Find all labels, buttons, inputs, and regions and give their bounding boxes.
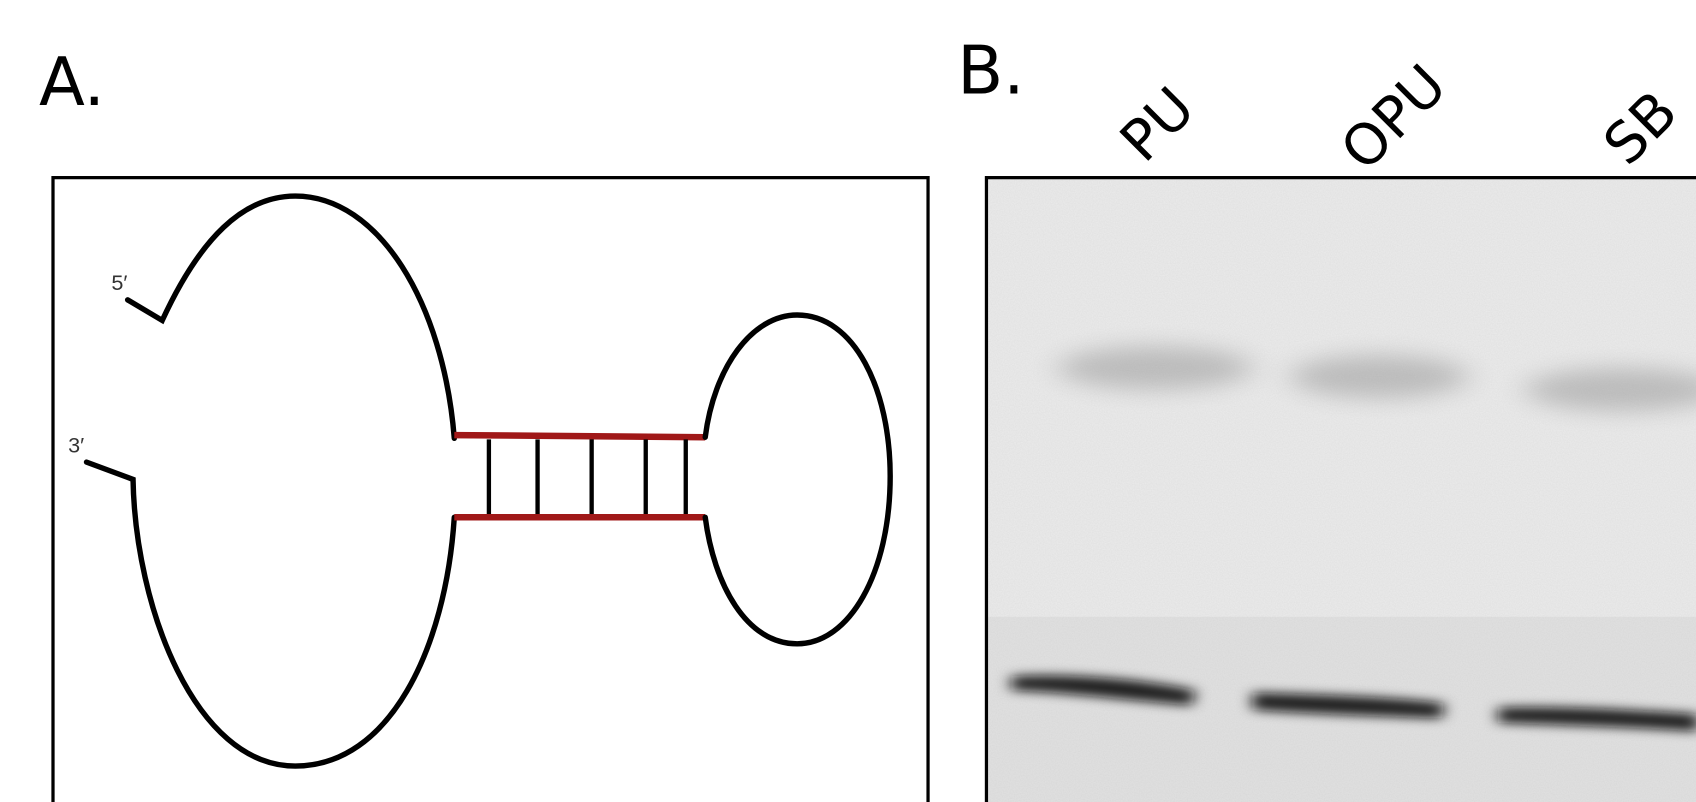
rna-structure: 5′ 3′: [68, 193, 893, 769]
dark-bands: [1011, 675, 1696, 732]
base-pairs: [486, 439, 688, 515]
stem: [454, 431, 706, 441]
faint-bands: [1057, 346, 1696, 412]
end-label: 5′: [111, 270, 127, 295]
lane-label: SB: [1592, 79, 1690, 177]
lane-label: PU: [1108, 76, 1207, 175]
gel: [987, 178, 1696, 802]
loop: [702, 312, 893, 647]
gel-frame: [984, 176, 1696, 802]
panel-label: A.: [39, 43, 105, 121]
panel-label: B.: [957, 31, 1024, 109]
lane-label: OPU: [1329, 53, 1459, 183]
strand: [83, 459, 457, 769]
strand: [124, 193, 457, 442]
end-label: 3′: [68, 432, 84, 457]
